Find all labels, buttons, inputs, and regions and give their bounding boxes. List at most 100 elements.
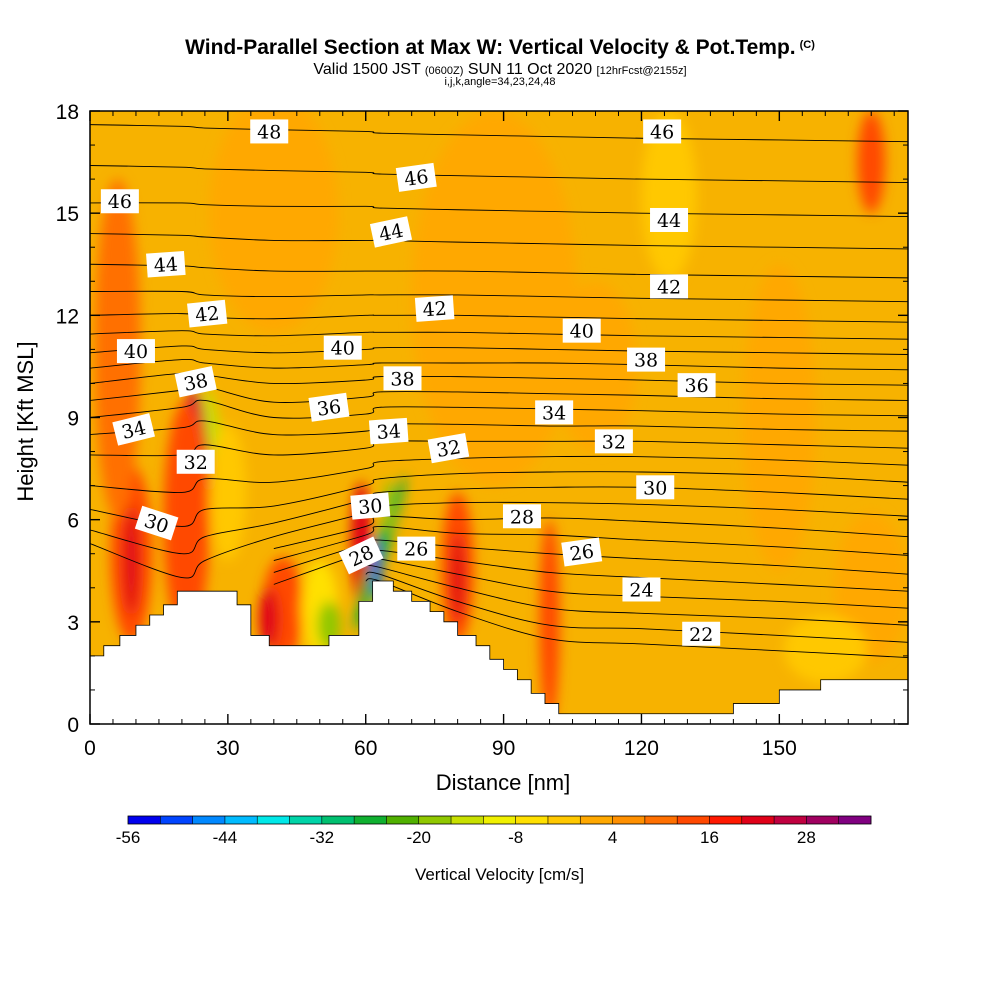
contour-label-box — [116, 339, 155, 364]
x-tick-label: 30 — [216, 737, 239, 760]
velocity-cell-20 — [641, 111, 697, 282]
contour-label-text: 24 — [629, 579, 653, 601]
contour-label-box — [369, 216, 413, 248]
contour-label-38: 38 — [383, 366, 422, 391]
contour-label-32: 32 — [427, 433, 470, 464]
contour-label-26: 26 — [561, 537, 603, 567]
contour-label-box — [414, 295, 455, 322]
contour-label-22: 22 — [682, 621, 721, 646]
contour-label-box — [350, 492, 391, 520]
theta-contour-43 — [90, 290, 908, 303]
contour-label-44: 44 — [650, 207, 689, 232]
contour-label-text: 38 — [182, 369, 210, 396]
contour-label-box — [677, 373, 716, 398]
theta-contour-30 — [90, 501, 908, 579]
contour-label-30: 30 — [350, 492, 391, 520]
x-axis-label: Distance [nm] — [436, 770, 571, 795]
contour-label-42: 42 — [187, 299, 228, 328]
contour-label-box — [427, 433, 470, 464]
colorbar-swatch-11 — [483, 816, 516, 824]
colorbar-swatch-5 — [289, 816, 323, 824]
theta-contour-48 — [90, 124, 908, 143]
contour-label-48: 48 — [250, 119, 289, 144]
colorbar-title: Vertical Velocity [cm/s] — [415, 865, 584, 884]
contour-label-32: 32 — [594, 429, 633, 454]
velocity-cell-8 — [259, 587, 280, 650]
theta-contour-25 — [365, 556, 908, 609]
contour-label-box — [338, 536, 384, 575]
colorbar-tick-label: 16 — [700, 828, 719, 847]
colorbar-swatch-2 — [192, 816, 226, 824]
theta-contour-32 — [90, 471, 908, 527]
theta-contour-44 — [90, 263, 908, 279]
x-tick-label: 90 — [492, 737, 515, 760]
x-tick-label: 150 — [762, 737, 797, 760]
y-tick-label: 18 — [56, 101, 79, 124]
theta-contour-46 — [90, 202, 908, 218]
colorbar-swatch-7 — [354, 816, 387, 824]
contour-label-30: 30 — [636, 475, 675, 500]
contour-label-26: 26 — [397, 536, 436, 561]
colorbar-swatch-16 — [644, 816, 678, 824]
contour-label-32: 32 — [176, 449, 215, 474]
contour-label-text: 46 — [403, 166, 430, 191]
chart-title-units: (C) — [799, 39, 815, 51]
velocity-cell-6 — [209, 424, 247, 561]
contour-label-text: 44 — [657, 210, 681, 232]
theta-contour-33 — [90, 455, 908, 493]
contour-label-box — [323, 335, 362, 360]
contour-label-text: 26 — [404, 539, 428, 561]
colorbar-frame — [127, 815, 872, 825]
contour-label-text: 22 — [689, 624, 713, 646]
contour-label-text: 40 — [124, 341, 148, 363]
contour-label-text: 32 — [602, 431, 626, 453]
contour-label-text: 40 — [331, 338, 355, 360]
velocity-cell-19 — [209, 111, 339, 333]
velocity-cell-21 — [742, 264, 817, 571]
velocity-cell-23 — [783, 615, 867, 684]
contour-label-box — [134, 505, 179, 541]
colorbar-swatch-9 — [418, 816, 452, 824]
contour-label-box — [383, 366, 422, 391]
y-axis-label: Height [Kft MSL] — [13, 341, 38, 501]
contour-label-40: 40 — [116, 339, 155, 364]
theta-contour-24 — [365, 564, 908, 626]
x-tick-label: 0 — [84, 737, 96, 760]
theta-contour-23 — [365, 571, 908, 643]
chart-title-text: Wind-Parallel Section at Max W: Vertical… — [185, 36, 796, 59]
y-tick-label: 0 — [67, 714, 79, 737]
colorbar-tick-label: 28 — [797, 828, 816, 847]
colorbar: -56 -44 -32 -20 -8 4 16 28 Vertical Velocity [cm… — [116, 815, 872, 884]
contour-label-box — [397, 536, 436, 561]
y-tick-label: 9 — [67, 408, 79, 431]
x-tick-label: 120 — [624, 737, 659, 760]
contour-label-text: 44 — [153, 253, 179, 277]
contour-labels: 48 46 46 46 44 44 44 42 42 42 40 40 40 38 38 38 36 36 34 34… — [100, 119, 721, 646]
contour-label-text: 42 — [422, 298, 448, 322]
contour-label-box — [627, 347, 666, 372]
contour-label-text: 28 — [510, 506, 534, 528]
colorbar-swatch-19 — [741, 816, 775, 824]
chart-params: i,j,k,angle=34,23,24,48 — [444, 76, 556, 88]
theta-contour-41 — [90, 330, 908, 340]
contour-label-text: 30 — [357, 495, 383, 519]
contour-label-34: 34 — [112, 413, 155, 446]
contour-label-text: 32 — [435, 436, 463, 462]
contour-label-text: 46 — [650, 121, 674, 143]
colorbar-swatch-10 — [451, 816, 484, 824]
colorbar-swatch-22 — [838, 816, 872, 824]
contour-label-box — [187, 299, 228, 328]
y-tick-label: 12 — [56, 305, 79, 328]
subtitle-valid-utc: (0600Z) — [424, 65, 464, 77]
colorbar-swatch-3 — [224, 816, 258, 824]
contour-label-text: 30 — [643, 477, 667, 499]
contour-label-box — [502, 504, 541, 529]
contour-label-box — [395, 162, 437, 192]
contour-label-box — [650, 207, 689, 232]
colorbar-tick-label: 4 — [608, 828, 617, 847]
contour-label-box — [368, 417, 409, 445]
contour-label-36: 36 — [677, 373, 716, 398]
y-tick-label: 3 — [67, 612, 79, 635]
theta-contour-39 — [90, 358, 908, 371]
contour-label-box — [636, 475, 675, 500]
